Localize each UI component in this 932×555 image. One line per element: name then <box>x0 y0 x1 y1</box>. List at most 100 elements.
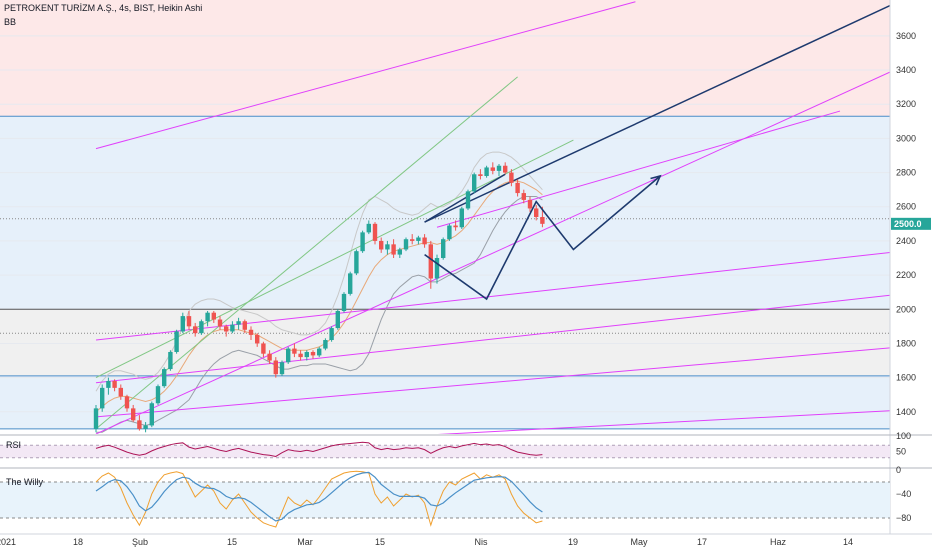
rsi-pane-label: RSI <box>6 440 22 450</box>
trendline <box>437 410 890 434</box>
candle-body <box>453 225 458 228</box>
time-tick-label: 17 <box>697 537 707 547</box>
candle-body <box>323 340 328 349</box>
price-tick-label: 2000 <box>896 304 916 314</box>
time-tick-label: 15 <box>375 537 385 547</box>
candle-body <box>503 165 508 173</box>
candle-body <box>428 244 433 279</box>
candle-body <box>360 232 365 252</box>
time-tick-label: 15 <box>227 537 237 547</box>
price-tick-label: 1400 <box>896 407 916 417</box>
candle-body <box>366 223 371 233</box>
trendline <box>95 347 890 418</box>
candle-body <box>434 258 440 279</box>
candle-body <box>484 167 489 176</box>
candle-body <box>317 348 322 356</box>
candle-body <box>273 360 278 375</box>
indicator-label-bb: BB <box>4 17 17 27</box>
price-tick-label: 1800 <box>896 338 916 348</box>
candle-body <box>155 386 161 404</box>
candle-body <box>397 249 402 255</box>
candle-body <box>540 217 545 224</box>
candle-body <box>385 244 390 250</box>
price-tick-label: 3400 <box>896 65 916 75</box>
bollinger-lower-line <box>96 195 543 433</box>
candle-body <box>143 425 148 429</box>
candle-body <box>261 343 266 354</box>
willy-slow-line <box>95 471 543 522</box>
price-tick-label: 3600 <box>896 31 916 41</box>
candle-body <box>459 208 464 228</box>
zone-band <box>0 0 890 117</box>
candle-body <box>329 328 334 341</box>
time-tick-label: Haz <box>770 537 787 547</box>
candle-body <box>230 324 235 332</box>
candle-body <box>174 331 179 352</box>
candle-body <box>199 321 204 334</box>
trendline <box>95 71 890 434</box>
candle-body <box>348 273 353 294</box>
willy-tick-label: −40 <box>896 489 911 499</box>
candle-body <box>341 293 347 311</box>
zone-band <box>0 309 890 376</box>
candle-body <box>168 351 173 370</box>
willy-pane-label: The Willy <box>6 477 44 487</box>
candle-body <box>527 199 533 209</box>
last-price-label: 2500.0 <box>894 219 922 229</box>
candle-body <box>354 251 359 274</box>
candle-body <box>106 381 111 388</box>
candle-body <box>205 312 210 322</box>
projection-arrowhead <box>650 174 662 186</box>
candle-body <box>236 321 241 325</box>
candle-body <box>515 182 520 194</box>
candle-body <box>279 362 285 375</box>
trendline <box>424 4 890 223</box>
price-tick-label: 3200 <box>896 99 916 109</box>
candle-body <box>131 408 136 421</box>
candle-body <box>100 387 105 409</box>
candle-body <box>310 351 316 356</box>
projection-path <box>424 175 661 301</box>
time-tick-label: Şub <box>132 537 148 547</box>
time-tick-label: 14 <box>843 537 853 547</box>
candle-body <box>447 225 452 240</box>
candle-body <box>286 348 291 363</box>
price-tick-label: 3000 <box>896 133 916 143</box>
candle-body <box>217 319 223 327</box>
candle-body <box>137 420 142 429</box>
candle-body <box>478 174 483 176</box>
candle-body <box>472 174 477 192</box>
candle-body <box>521 193 526 200</box>
price-tick-label: 2200 <box>896 270 916 280</box>
candle-body <box>186 316 192 327</box>
candle-body <box>242 321 247 330</box>
candle-body <box>298 353 303 358</box>
candle-body <box>416 237 421 241</box>
rsi-band <box>0 445 890 458</box>
candle-body <box>124 396 130 409</box>
time-tick-label: May <box>630 537 648 547</box>
candle-body <box>372 223 378 241</box>
candle-body <box>162 369 167 387</box>
candle-body <box>248 329 254 335</box>
candle-body <box>379 240 384 250</box>
candle-body <box>267 353 272 361</box>
rsi-line <box>95 441 543 457</box>
candle-body <box>118 387 123 397</box>
candle-body <box>422 237 427 245</box>
time-tick-label: Mar <box>297 537 313 547</box>
willy-tick-label: −80 <box>896 513 911 523</box>
price-tick-label: 2600 <box>896 202 916 212</box>
candle-body <box>193 326 198 334</box>
willy-fast-line <box>95 470 543 528</box>
price-tick-label: 1600 <box>896 373 916 383</box>
candle-body <box>465 191 471 209</box>
candle-body <box>534 208 539 217</box>
symbol-title: PETROKENT TURİZM A.Ş., 4s, BIST, Heikin … <box>4 3 203 13</box>
candle-body <box>410 239 415 241</box>
trendline <box>436 110 841 228</box>
price-tick-label: 2400 <box>896 236 916 246</box>
candle-body <box>304 351 309 358</box>
